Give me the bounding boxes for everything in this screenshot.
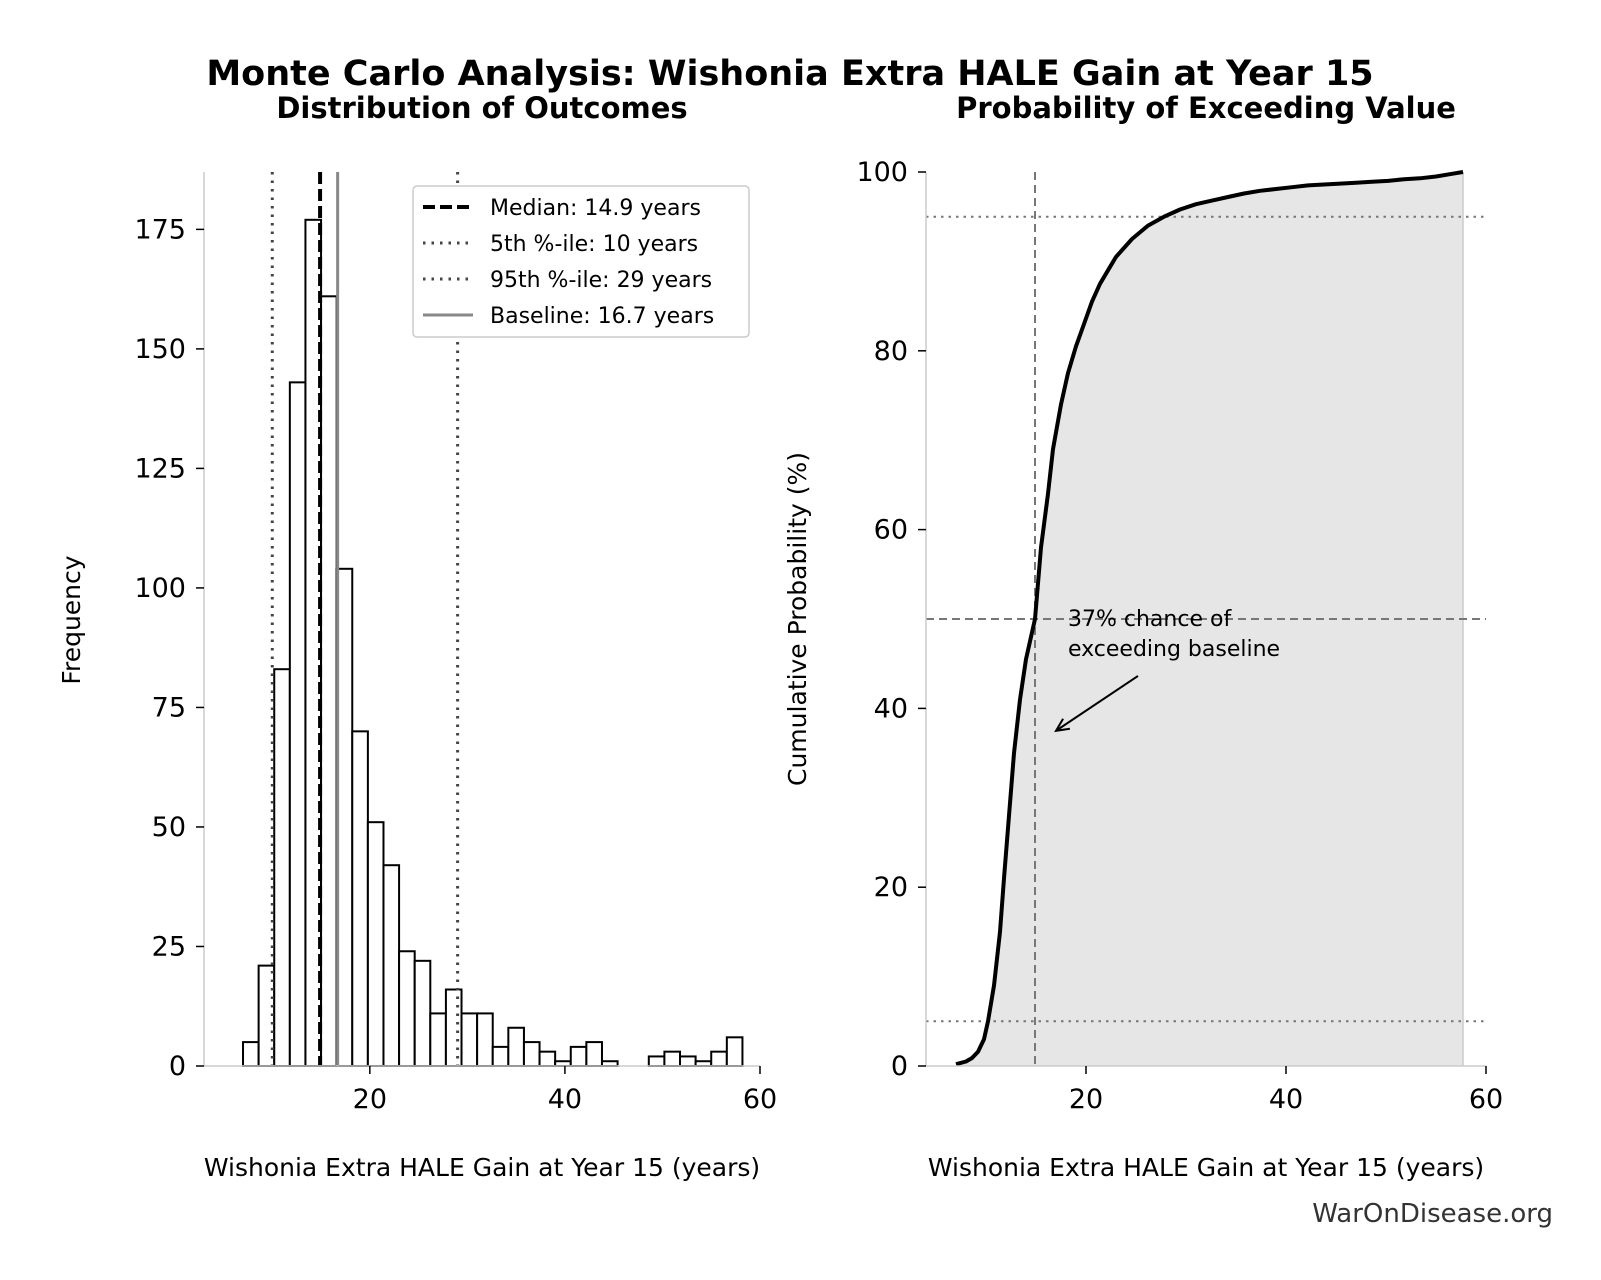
histogram-bar: [273, 668, 291, 1067]
x-tick-label: 40: [548, 1084, 582, 1115]
y-tick-label: 80: [874, 336, 908, 367]
histogram-legend: Median: 14.9 years 5th %-ile: 10 years 9…: [412, 185, 750, 338]
histogram-x-label: Wishonia Extra HALE Gain at Year 15 (yea…: [204, 1153, 760, 1182]
histogram-bar: [663, 1050, 682, 1067]
legend-frame: [412, 185, 750, 338]
histogram-bar: [413, 959, 432, 1068]
histogram-panel: Distribution of Outcomes 20 40 60 0 25 50 75 1…: [57, 91, 777, 1182]
y-tick-label: 25: [152, 931, 186, 962]
legend-p95-label: 95th %-ile: 29 years: [490, 268, 712, 293]
histogram-bar: [242, 1041, 260, 1068]
x-tick-label: 40: [1269, 1084, 1303, 1115]
histogram-bar: [725, 1036, 744, 1068]
legend-baseline-label: Baseline: 16.7 years: [490, 304, 714, 329]
histogram-bar: [398, 950, 416, 1067]
y-tick-label: 60: [874, 515, 908, 546]
x-tick-label: 60: [743, 1084, 777, 1115]
y-tick-label: 150: [134, 334, 186, 365]
legend-median-label: Median: 14.9 years: [490, 196, 701, 221]
histogram-bar: [679, 1055, 697, 1067]
histogram-bar: [538, 1050, 557, 1067]
histogram-bar: [288, 381, 307, 1067]
histogram-bar: [491, 1045, 510, 1067]
histogram-reference-lines: [270, 172, 460, 1066]
histogram-bar: [366, 821, 385, 1067]
cdf-panel: Probability of Exceeding Value 20 40 60 0 2…: [783, 91, 1503, 1182]
y-tick-label: 175: [134, 214, 186, 245]
y-tick-label: 75: [152, 692, 186, 723]
histogram-bar: [444, 988, 463, 1067]
y-tick-label: 125: [134, 453, 186, 484]
histogram-bar: [382, 864, 401, 1067]
annotation-arrow-head: [1054, 718, 1071, 733]
x-tick-label: 20: [1069, 1084, 1103, 1115]
histogram-bar: [507, 1026, 525, 1068]
histogram-bar: [460, 1012, 479, 1067]
cdf-x-ticks: 20 40 60: [1069, 1066, 1503, 1115]
cdf-y-label: Cumulative Probability (%): [783, 452, 812, 786]
cdf-x-label: Wishonia Extra HALE Gain at Year 15 (yea…: [928, 1153, 1484, 1182]
cdf-annotation: 37% chance of exceeding baseline: [1054, 607, 1280, 733]
y-tick-label: 0: [891, 1051, 908, 1082]
histogram-bar: [569, 1045, 588, 1067]
cdf-series-line: [955, 170, 1464, 1067]
histogram-bar: [429, 1012, 447, 1067]
annotation-line-2: exceeding baseline: [1068, 637, 1280, 662]
histogram-bar: [522, 1041, 541, 1068]
x-tick-label: 20: [353, 1084, 387, 1115]
histogram-y-ticks: 0 25 50 75 100 125 150 175: [134, 214, 204, 1082]
x-tick-label: 60: [1469, 1084, 1503, 1115]
histogram-bar: [647, 1055, 666, 1067]
y-tick-label: 50: [152, 812, 186, 843]
y-tick-label: 100: [134, 573, 186, 604]
histogram-bar: [476, 1012, 494, 1067]
annotation-arrow: [1055, 675, 1139, 732]
figure-title: Monte Carlo Analysis: Wishonia Extra HAL…: [206, 54, 1373, 94]
cdf-y-ticks: 0 20 40 60 80 100: [856, 157, 926, 1082]
y-tick-label: 0: [169, 1051, 186, 1082]
histogram-y-label: Frequency: [57, 555, 86, 684]
histogram-bar: [710, 1050, 728, 1067]
y-tick-label: 40: [874, 693, 908, 724]
cdf-fill-area: [956, 172, 1463, 1066]
histogram-bar: [585, 1041, 603, 1068]
histogram-bar: [320, 295, 338, 1068]
y-tick-label: 100: [856, 157, 908, 188]
watermark: WarOnDisease.org: [1312, 1199, 1553, 1229]
histogram-bar: [351, 730, 369, 1067]
cdf-title: Probability of Exceeding Value: [956, 91, 1456, 125]
legend-p5-label: 5th %-ile: 10 years: [490, 232, 698, 257]
y-tick-label: 20: [874, 872, 908, 903]
histogram-bars: [242, 218, 744, 1068]
histogram-title: Distribution of Outcomes: [276, 91, 687, 125]
histogram-x-ticks: 20 40 60: [353, 1066, 777, 1115]
annotation-line-1: 37% chance of: [1068, 607, 1232, 632]
